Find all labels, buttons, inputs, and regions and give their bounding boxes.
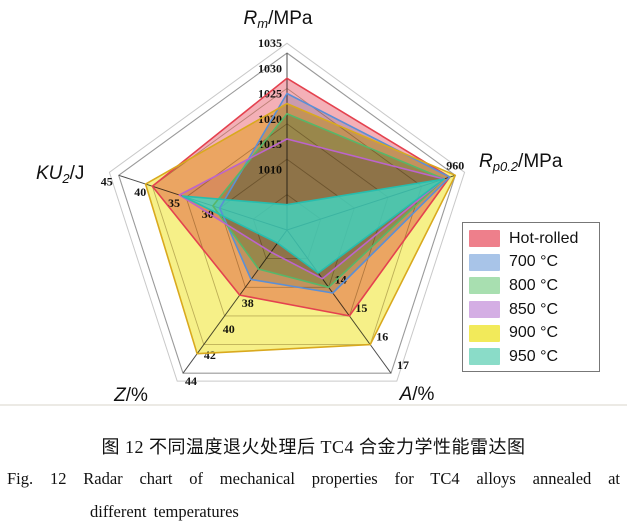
- axis-title-rm: Rm/MPa: [244, 8, 313, 31]
- tick-rp02-960: 960: [446, 158, 464, 172]
- axis-title-rp02: Rp0.2/MPa: [479, 151, 563, 174]
- legend-item-700-c: 700 °C: [469, 251, 599, 275]
- legend-color-chip: [469, 348, 500, 366]
- legend-color-chip: [469, 301, 500, 319]
- legend-label: Hot-rolled: [509, 229, 579, 247]
- legend-label: 850 °C: [509, 300, 559, 318]
- legend-item-hot-rolled: Hot-rolled: [469, 227, 599, 251]
- tick-a-17: 17: [397, 358, 409, 372]
- axis-title-a: A/%: [399, 384, 435, 405]
- tick-rm-1035: 1035: [258, 36, 282, 50]
- caption-chinese: 图 12 不同温度退火处理后 TC4 合金力学性能雷达图: [101, 437, 526, 457]
- series-outline-850-c: [178, 138, 445, 280]
- legend-label: 900 °C: [509, 324, 559, 342]
- legend-item-900-c: 900 °C: [469, 321, 599, 345]
- series-outline-900-c: [144, 102, 457, 355]
- series-outlines: [144, 77, 457, 355]
- legend-label: 800 °C: [509, 276, 559, 294]
- legend-item-800-c: 800 °C: [469, 274, 599, 298]
- grid-outer-pentagon: [118, 52, 456, 374]
- axis-title-z: Z/%: [113, 385, 148, 406]
- series-outline-800-c: [212, 112, 445, 289]
- caption-english-line1: Fig. 12 Radar chart of mechanical proper…: [7, 469, 620, 488]
- legend-item-950-c: 950 °C: [469, 345, 599, 369]
- series-outline-950-c: [181, 178, 445, 274]
- separator-rule: [0, 404, 627, 406]
- caption-english-line2: different temperatures: [90, 502, 239, 521]
- legend: Hot-rolled 700 °C 800 °C 850 °C 900 °C 950 °C: [462, 222, 600, 372]
- legend-color-chip: [469, 324, 500, 342]
- legend-item-850-c: 850 °C: [469, 298, 599, 322]
- legend-color-chip: [469, 253, 500, 271]
- legend-color-chip: [469, 277, 500, 295]
- axis-title-ku2: KU2/J: [36, 163, 84, 186]
- tick-a-16: 16: [376, 330, 388, 344]
- legend-label: 700 °C: [509, 253, 559, 271]
- series-outline-700-c: [218, 92, 451, 294]
- legend-label: 950 °C: [509, 347, 559, 365]
- tick-ku2-40: 40: [134, 185, 146, 199]
- tick-rm-1030: 1030: [258, 61, 282, 75]
- radar-chart: 1035103010251020101510109601716151444424…: [36, 8, 563, 406]
- series-fill-950-c: [182, 179, 445, 273]
- legend-color-chip: [469, 230, 500, 248]
- tick-z-44: 44: [185, 374, 197, 388]
- axis-titles: Rm/MPa Rp0.2/MPa A/% Z/% KU2/J: [36, 8, 563, 406]
- tick-ku2-45: 45: [101, 174, 113, 188]
